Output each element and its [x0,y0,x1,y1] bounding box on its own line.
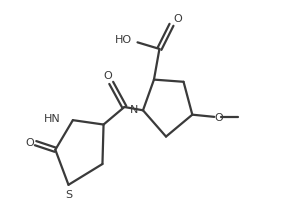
Text: O: O [104,71,112,81]
Text: S: S [65,190,72,200]
Text: HN: HN [44,114,61,124]
Text: HO: HO [115,35,132,45]
Text: O: O [26,138,35,148]
Text: N: N [130,105,139,115]
Text: O: O [214,113,223,123]
Text: O: O [174,14,182,24]
